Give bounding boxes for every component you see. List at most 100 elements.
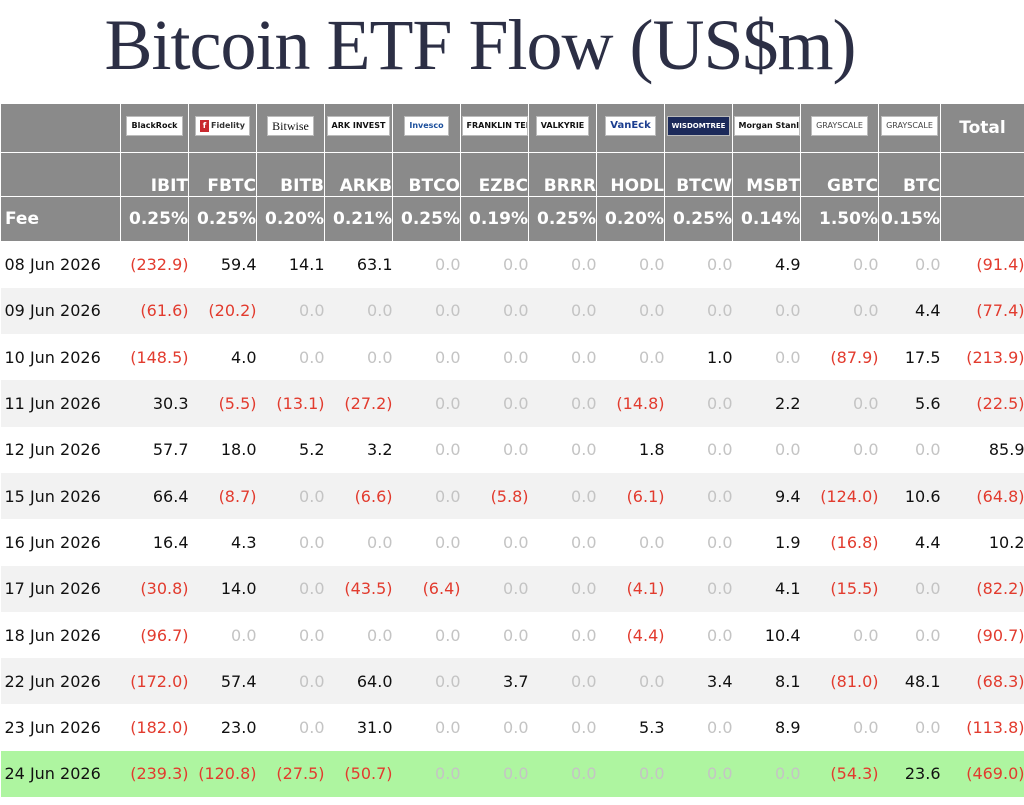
issuer-logo: f Fidelity xyxy=(195,115,250,136)
issuer-logo-text: Morgan Stanley xyxy=(738,120,799,130)
flow-cell: 8.9 xyxy=(732,704,801,751)
flow-cell: (43.5) xyxy=(324,565,393,612)
issuer-logo-cell: VALKYRIE xyxy=(528,103,597,153)
row-total: (82.2) xyxy=(940,565,1024,612)
flow-cell: (15.5) xyxy=(800,565,879,612)
row-total: (469.0) xyxy=(940,750,1024,798)
flow-cell: 0.0 xyxy=(878,241,941,288)
flow-cell: 0.0 xyxy=(460,704,529,751)
flow-cell: 14.1 xyxy=(256,241,325,288)
flow-cell: 0.0 xyxy=(324,287,393,335)
flow-cell: 0.0 xyxy=(392,334,461,381)
ticker-hodl: HODL xyxy=(596,152,665,197)
ticker-msbt: MSBT xyxy=(732,152,801,197)
fee-hodl: 0.20% xyxy=(596,196,665,242)
issuer-logo-cell: GRAYSCALE xyxy=(800,103,879,153)
ticker-fbtc: FBTC xyxy=(188,152,257,197)
row-date: 15 Jun 2026 xyxy=(0,472,121,520)
flow-cell: 4.3 xyxy=(188,519,257,566)
ticker-btcw: BTCW xyxy=(664,152,733,197)
flow-cell: (30.8) xyxy=(120,565,189,612)
flow-cell: 1.0 xyxy=(664,334,733,381)
flow-cell: 0.0 xyxy=(460,380,529,427)
flow-cell: 0.0 xyxy=(188,611,257,659)
row-total: (64.8) xyxy=(940,472,1024,520)
flow-cell: 0.0 xyxy=(800,241,879,288)
row-total: 85.9 xyxy=(940,426,1024,473)
flow-cell: 0.0 xyxy=(256,472,325,520)
ticker-row: IBIT FBTC BITB ARKB BTCO EZBC BRRR HODL BTCW MSBT… xyxy=(0,152,1024,197)
flow-cell: 10.6 xyxy=(878,472,941,520)
row-total: (22.5) xyxy=(940,380,1024,427)
flow-cell: 0.0 xyxy=(800,426,879,473)
flow-cell: 1.8 xyxy=(596,426,665,473)
ticker-brrr: BRRR xyxy=(528,152,597,197)
issuer-logo-cell: Bitwise xyxy=(256,103,325,153)
flow-cell: 3.2 xyxy=(324,426,393,473)
flow-cell: 0.0 xyxy=(878,565,941,612)
flow-cell: 0.0 xyxy=(392,426,461,473)
row-total: (213.9) xyxy=(940,334,1024,381)
flow-cell: 0.0 xyxy=(664,241,733,288)
issuer-logo-text: VALKYRIE xyxy=(540,120,585,130)
issuer-logo: Morgan Stanley xyxy=(733,115,800,136)
fee-bitb: 0.20% xyxy=(256,196,325,242)
issuer-logo: GRAYSCALE xyxy=(811,115,868,136)
fee-row: Fee 0.25% 0.25% 0.20% 0.21% 0.25% 0.19% 0.25% 0… xyxy=(0,196,1024,242)
ticker-btc: BTC xyxy=(878,152,941,197)
flow-cell: 0.0 xyxy=(664,704,733,751)
flow-cell: 0.0 xyxy=(528,750,597,798)
flow-cell: 0.0 xyxy=(800,611,879,659)
ticker-btco: BTCO xyxy=(392,152,461,197)
corner-cell xyxy=(0,103,121,153)
issuer-logo-text: WISDOMTREE xyxy=(671,121,726,130)
flow-cell: 4.9 xyxy=(732,241,801,288)
table-row: 23 Jun 2026 (182.0) 23.0 0.0 31.0 0.0 0.0 0.0 5.… xyxy=(0,704,1024,751)
issuer-logo: VanEck xyxy=(605,115,656,136)
total-header: Total xyxy=(940,103,1024,153)
table-row: 18 Jun 2026 (96.7) 0.0 0.0 0.0 0.0 0.0 0.0 (4.4)… xyxy=(0,611,1024,659)
flow-cell: 0.0 xyxy=(528,241,597,288)
flow-cell: 66.4 xyxy=(120,472,189,520)
flow-cell: 0.0 xyxy=(528,519,597,566)
row-date: 10 Jun 2026 xyxy=(0,334,121,381)
flow-cell: 5.6 xyxy=(878,380,941,427)
issuer-logo-cell: GRAYSCALE xyxy=(878,103,941,153)
table-row: 16 Jun 2026 16.4 4.3 0.0 0.0 0.0 0.0 0.0 0.0 0.0 1… xyxy=(0,519,1024,566)
total-fee-empty xyxy=(940,196,1024,242)
flow-cell: (172.0) xyxy=(120,658,189,705)
fee-ezbc: 0.19% xyxy=(460,196,529,242)
ticker-arkb: ARKB xyxy=(324,152,393,197)
ticker-ezbc: EZBC xyxy=(460,152,529,197)
row-date: 09 Jun 2026 xyxy=(0,287,121,335)
flow-cell: 4.4 xyxy=(878,519,941,566)
flow-cell: 0.0 xyxy=(664,519,733,566)
table-row: 08 Jun 2026 (232.9) 59.4 14.1 63.1 0.0 0.0 0.0 0… xyxy=(0,241,1024,288)
flow-cell: 0.0 xyxy=(256,658,325,705)
flow-cell: 0.0 xyxy=(528,472,597,520)
fee-ibit: 0.25% xyxy=(120,196,189,242)
row-total: (77.4) xyxy=(940,287,1024,335)
row-total: (91.4) xyxy=(940,241,1024,288)
table-row: 15 Jun 2026 66.4 (8.7) 0.0 (6.6) 0.0 (5.8) 0.0(… xyxy=(0,472,1024,520)
flow-cell: 0.0 xyxy=(528,334,597,381)
fee-btco: 0.25% xyxy=(392,196,461,242)
flow-cell: (20.2) xyxy=(188,287,257,335)
flow-cell: 0.0 xyxy=(392,704,461,751)
flow-cell: (239.3) xyxy=(120,750,189,798)
table-row: 22 Jun 2026 (172.0) 57.4 0.0 64.0 0.0 3.7 0.0 0.… xyxy=(0,658,1024,705)
fee-brrr: 0.25% xyxy=(528,196,597,242)
issuer-logo-text: Invesco xyxy=(409,120,444,130)
flow-cell: 31.0 xyxy=(324,704,393,751)
flow-cell: 0.0 xyxy=(596,750,665,798)
table-row: 24 Jun 2026 (239.3) (120.8) (27.5) (50.7) 0.0… xyxy=(0,750,1024,798)
fidelity-mark-icon: f xyxy=(200,119,210,132)
flow-cell: 0.0 xyxy=(664,472,733,520)
flow-cell: 18.0 xyxy=(188,426,257,473)
flow-cell: 14.0 xyxy=(188,565,257,612)
flow-cell: 0.0 xyxy=(256,704,325,751)
issuer-logo: WISDOMTREE xyxy=(666,115,731,136)
issuer-logo-text: GRAYSCALE xyxy=(816,120,863,130)
flow-cell: 0.0 xyxy=(256,287,325,335)
flow-cell: (148.5) xyxy=(120,334,189,381)
